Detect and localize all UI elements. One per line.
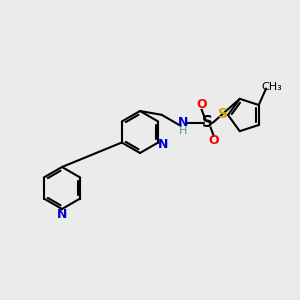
Text: O: O (208, 134, 219, 147)
Text: N: N (178, 116, 188, 129)
Text: N: N (57, 208, 67, 220)
Text: O: O (196, 98, 207, 111)
Text: N: N (158, 138, 168, 151)
Text: S: S (202, 115, 213, 130)
Text: S: S (218, 107, 228, 121)
Text: CH₃: CH₃ (262, 82, 282, 92)
Text: H: H (178, 126, 187, 136)
